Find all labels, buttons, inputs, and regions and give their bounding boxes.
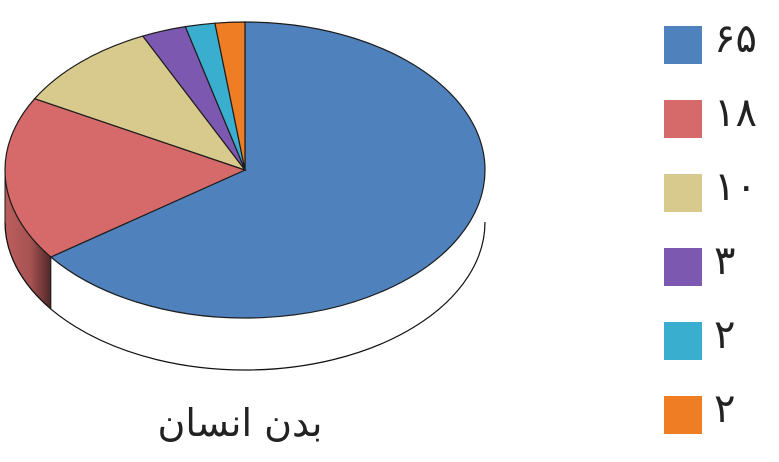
legend-label-2: ۱۸ xyxy=(714,90,757,136)
legend-swatch-5 xyxy=(664,322,702,360)
legend-label-1: ۶۵ xyxy=(714,16,757,62)
legend-swatch-2 xyxy=(664,100,702,138)
pie-slice-1 xyxy=(49,21,486,319)
legend-label-5: ۲ xyxy=(714,312,736,358)
pie-base-outline xyxy=(4,221,486,371)
chart-title: بدن انسان xyxy=(157,401,323,445)
pie-chart-svg xyxy=(4,21,486,371)
legend-label-6: ۲ xyxy=(714,386,736,432)
legend-item-2: ۱۸ xyxy=(664,92,779,146)
pie-slice-6 xyxy=(214,21,246,171)
legend-item-3: ۱۰ xyxy=(664,166,779,220)
legend-label-4: ۳ xyxy=(714,238,736,284)
legend-swatch-1 xyxy=(664,26,702,64)
legend-label-3: ۱۰ xyxy=(714,164,757,210)
legend-swatch-6 xyxy=(664,396,702,434)
legend-item-1: ۶۵ xyxy=(664,18,779,72)
legend-swatch-4 xyxy=(664,248,702,286)
pie-slice-2 xyxy=(4,98,247,258)
pie-slice-3 xyxy=(33,35,247,172)
legend-item-5: ۲ xyxy=(664,314,779,368)
legend-item-6: ۲ xyxy=(664,388,779,442)
legend-item-4: ۳ xyxy=(664,240,779,294)
legend-swatch-3 xyxy=(664,174,702,212)
